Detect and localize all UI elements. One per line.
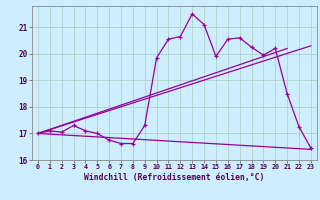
X-axis label: Windchill (Refroidissement éolien,°C): Windchill (Refroidissement éolien,°C) xyxy=(84,173,265,182)
